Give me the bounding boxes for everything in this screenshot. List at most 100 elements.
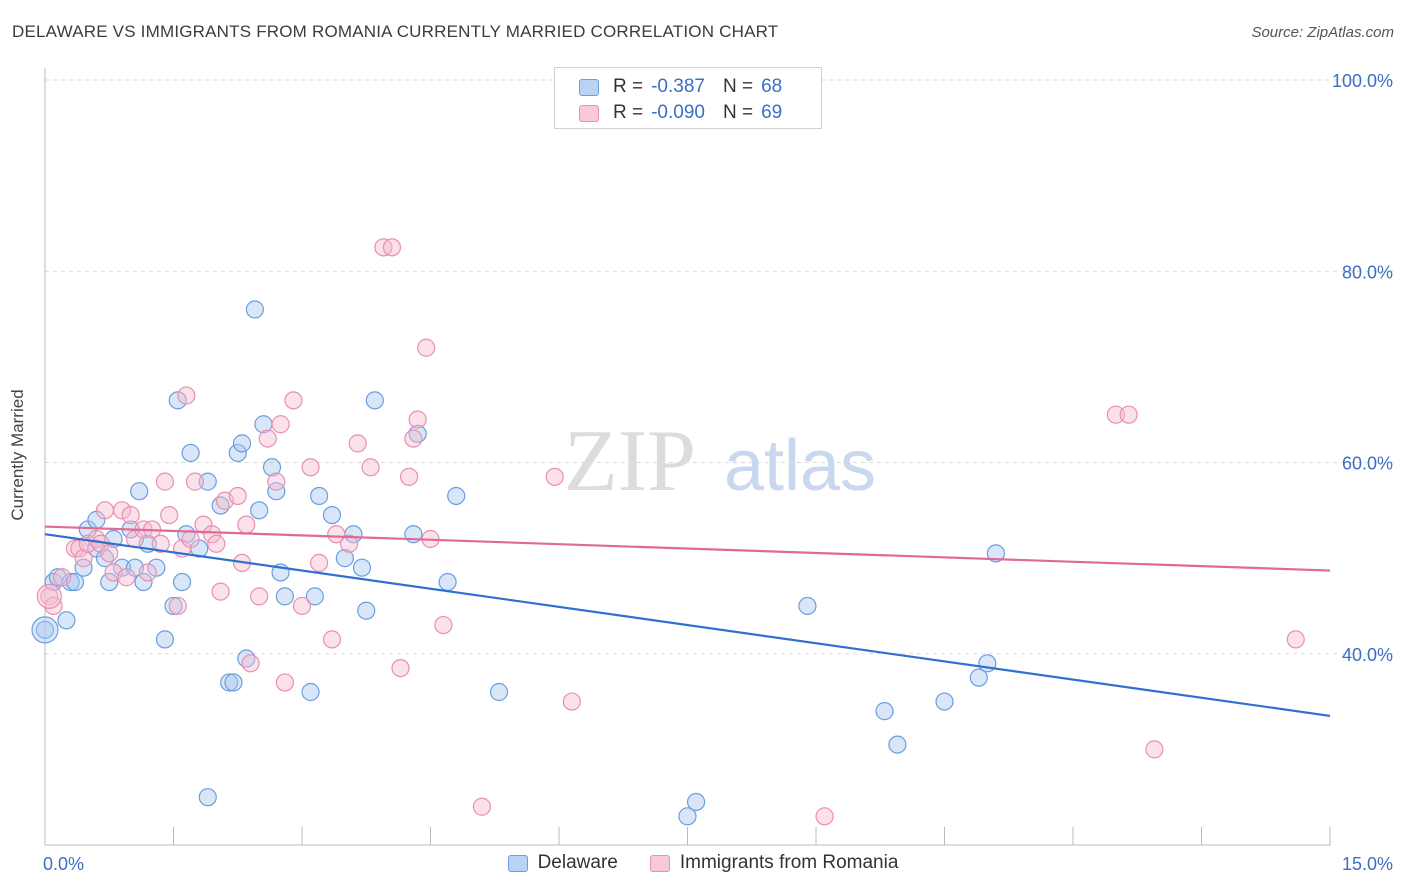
delaware-point — [262, 458, 282, 477]
legend-item-romania[interactable]: Immigrants from Romania — [649, 852, 899, 874]
stats-legend: R = -0.387 N = 68 R = -0.090 N = 69 — [554, 67, 822, 129]
romania-point — [241, 654, 260, 673]
romania-point — [74, 549, 93, 568]
romania-point — [391, 658, 410, 678]
romania-point — [155, 472, 175, 491]
r-label: R = — [613, 76, 644, 97]
delaware-point — [357, 601, 376, 620]
axes — [44, 68, 1331, 846]
watermark-atlas: atlas — [724, 426, 876, 506]
romania-point — [1119, 405, 1138, 424]
romania-point — [1145, 740, 1164, 759]
delaware-point — [250, 501, 269, 520]
romania-point — [112, 501, 132, 520]
delaware-point — [224, 673, 243, 692]
delaware-point — [31, 616, 59, 644]
romania-point — [117, 568, 136, 587]
romania-point — [404, 429, 423, 448]
romania-point — [228, 486, 247, 506]
delaware-point — [335, 549, 354, 568]
delaware-point — [322, 505, 342, 525]
romania-point — [292, 596, 312, 616]
delaware-point — [220, 673, 239, 692]
delaware-point — [798, 596, 817, 616]
romania-point — [310, 553, 329, 573]
delaware-point — [267, 482, 286, 501]
n-label: N = — [722, 76, 754, 97]
n-value: 69 — [761, 102, 783, 123]
delaware-point — [155, 630, 175, 649]
delaware-point — [888, 735, 907, 754]
romania-point — [202, 525, 222, 544]
romania-point — [207, 534, 226, 553]
delaware-point — [61, 572, 80, 592]
n-value: 68 — [761, 76, 783, 97]
romania-point — [472, 797, 491, 816]
trend-lines — [44, 525, 1331, 717]
romania-point — [53, 568, 72, 587]
romania-point — [301, 458, 320, 477]
r-value: -0.090 — [651, 102, 705, 123]
delaware-point — [57, 611, 76, 630]
romania-point — [361, 458, 380, 477]
legend-label: Immigrants from Romania — [679, 852, 899, 873]
legend-label: Delaware — [537, 852, 618, 873]
romania-point — [1286, 630, 1305, 649]
delaware-point — [438, 572, 457, 592]
romania-point — [160, 505, 179, 525]
y-tick-label: 100.0% — [1332, 71, 1393, 91]
delaware-point — [134, 572, 153, 592]
delaware-point — [130, 482, 149, 501]
romania-point — [545, 467, 564, 486]
y-tick-label: 40.0% — [1342, 645, 1393, 665]
romania-point — [95, 501, 115, 520]
romania-point — [399, 467, 419, 486]
delaware-point — [986, 544, 1006, 563]
delaware-point — [147, 558, 166, 577]
delaware-point — [489, 682, 509, 702]
delaware-swatch — [579, 78, 599, 96]
tick-labels: 40.0% 60.0% 80.0% 100.0% 0.0% 15.0% — [43, 71, 1393, 874]
romania-point — [121, 505, 140, 525]
delaware-point — [74, 558, 93, 577]
romania-point — [100, 544, 119, 563]
romania-point — [168, 596, 187, 616]
stats-row-delaware: R = -0.387 N = 68 — [579, 75, 782, 99]
data-points — [31, 238, 1305, 826]
romania-trend-line — [44, 525, 1331, 572]
delaware-point — [172, 572, 192, 592]
romania-point — [185, 472, 205, 491]
romania-point — [382, 238, 402, 257]
delaware-point — [305, 587, 324, 606]
delaware-point — [100, 572, 119, 592]
delaware-point — [875, 702, 894, 721]
delaware-point — [969, 668, 988, 687]
delaware-point — [935, 692, 954, 711]
romania-point — [284, 391, 303, 410]
romania-point — [1106, 405, 1125, 424]
romania-point — [408, 410, 427, 429]
romania-point — [258, 429, 277, 448]
x-tick-label: 0.0% — [43, 854, 84, 874]
romania-point — [177, 386, 196, 405]
r-label: R = — [613, 102, 644, 123]
romania-point — [340, 534, 359, 553]
delaware-swatch — [507, 854, 528, 872]
delaware-point — [678, 807, 697, 826]
delaware-point — [352, 558, 372, 577]
romania-point — [348, 434, 367, 453]
romania-point — [40, 587, 59, 606]
romania-point — [36, 583, 62, 609]
delaware-point — [198, 788, 217, 807]
legend-item-delaware[interactable]: Delaware — [507, 852, 618, 874]
delaware-point — [301, 682, 320, 702]
romania-point — [138, 563, 157, 582]
delaware-point — [232, 434, 252, 453]
delaware-point — [112, 558, 132, 577]
stats-row-romania: R = -0.090 N = 69 — [579, 101, 782, 125]
romania-point — [322, 630, 342, 649]
delaware-point — [447, 486, 466, 506]
delaware-point — [275, 587, 294, 606]
romania-point — [815, 807, 834, 826]
